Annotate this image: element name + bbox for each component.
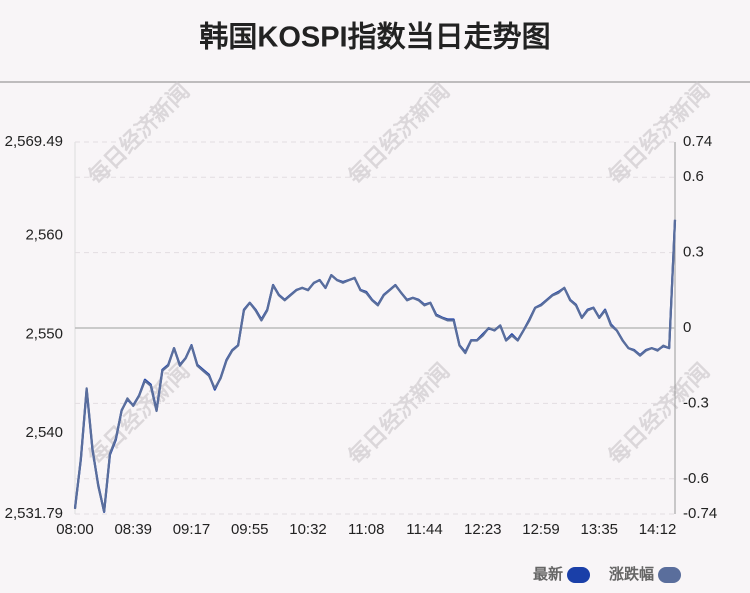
legend-swatch: [567, 567, 591, 583]
x-tick-label: 11:44: [406, 521, 442, 538]
y-tick-label: 2,560: [25, 227, 63, 244]
watermark: 每日经济新闻: [343, 78, 454, 189]
y2-tick-label: -0.3: [683, 394, 709, 411]
watermark: 每日经济新闻: [83, 78, 194, 189]
y2-tick-label: -0.6: [683, 470, 709, 487]
y-tick-label: 2,550: [25, 325, 63, 342]
y-tick-label: 2,531.79: [5, 505, 63, 522]
y2-tick-label: 0.3: [683, 244, 704, 261]
legend-swatch: [658, 567, 682, 583]
y2-tick-label: 0.74: [683, 133, 712, 150]
series-line: [73, 219, 677, 514]
legend-label: 涨跌幅: [609, 565, 654, 583]
series-line: [73, 219, 677, 513]
x-tick-label: 12:59: [522, 521, 560, 538]
y2-tick-label: -0.74: [683, 505, 717, 522]
x-tick-label: 14:12: [639, 521, 677, 538]
watermark: 每日经济新闻: [83, 358, 194, 469]
x-tick-label: 10:32: [289, 521, 327, 538]
x-tick-label: 11:08: [348, 521, 384, 538]
watermark: 每日经济新闻: [603, 358, 714, 469]
x-tick-label: 12:23: [464, 521, 502, 538]
chart-title: 韩国KOSPI指数当日走势图: [199, 21, 550, 54]
x-tick-label: 08:39: [114, 521, 152, 538]
x-tick-label: 09:55: [231, 521, 269, 538]
legend-label: 最新: [533, 565, 563, 583]
y-tick-label: 2,540: [25, 424, 63, 441]
y-tick-label: 2,569.49: [5, 133, 63, 150]
x-tick-label: 09:17: [173, 521, 211, 538]
watermark: 每日经济新闻: [343, 358, 454, 469]
y2-tick-label: 0.6: [683, 168, 704, 185]
x-tick-label: 13:35: [580, 521, 618, 538]
x-tick-label: 08:00: [56, 521, 94, 538]
y2-tick-label: 0: [683, 319, 691, 336]
